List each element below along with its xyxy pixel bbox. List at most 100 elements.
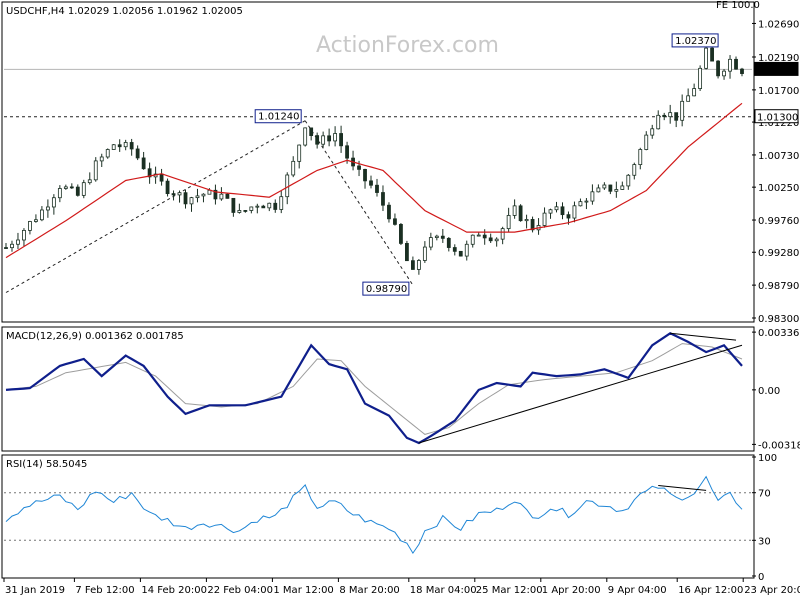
price-candle xyxy=(57,185,62,203)
price-candle xyxy=(405,240,409,262)
price-tick-label: 1.01220 xyxy=(758,118,799,129)
price-annotation-label: 1.02370 xyxy=(675,36,716,47)
price-candle xyxy=(213,184,218,205)
price-candle xyxy=(494,237,499,247)
price-candle xyxy=(393,213,397,226)
price-candle xyxy=(602,182,607,190)
price-candle xyxy=(363,168,367,189)
price-candle xyxy=(470,234,475,248)
price-candle xyxy=(596,184,601,193)
price-tick-label: 1.02690 xyxy=(758,19,799,30)
price-candle xyxy=(524,214,529,229)
price-candle xyxy=(309,127,314,141)
price-candle xyxy=(614,181,619,198)
price-candle xyxy=(375,178,379,197)
macd-trendline xyxy=(418,344,743,444)
price-candle xyxy=(704,43,708,70)
time-tick-label: 23 Apr 20:00 xyxy=(744,585,800,596)
price-candle xyxy=(578,198,583,207)
watermark: ActionForex.com xyxy=(316,33,499,58)
rsi-panel-title: RSI(14) 58.5045 xyxy=(6,459,87,470)
price-candle xyxy=(506,207,511,232)
rsi-tick-label: 30 xyxy=(758,536,771,547)
price-annotation-label: 1.01240 xyxy=(258,112,299,123)
price-candle xyxy=(105,148,110,159)
price-candle xyxy=(572,201,577,223)
macd-tick-label: 0.003368 xyxy=(758,328,800,339)
price-candle xyxy=(728,55,732,79)
time-tick-label: 9 Apr 04:00 xyxy=(608,585,667,596)
macd-panel-frame xyxy=(1,326,755,452)
time-tick-label: 16 Apr 12:00 xyxy=(678,585,743,596)
rsi-trendline xyxy=(658,485,707,491)
price-candle xyxy=(243,210,248,213)
price-candle xyxy=(680,94,685,127)
price-tick-label: 1.02190 xyxy=(758,53,799,64)
price-tick-label: 0.99760 xyxy=(758,216,799,227)
price-candle xyxy=(428,232,433,251)
current-price-label: 1.02005 xyxy=(754,61,799,76)
price-candle xyxy=(141,151,146,170)
price-candle xyxy=(63,184,68,190)
price-candle xyxy=(129,138,134,156)
price-candle xyxy=(87,172,92,185)
price-candle xyxy=(189,196,194,212)
price-candle xyxy=(237,203,242,214)
price-candle xyxy=(201,193,206,203)
price-plot-area: 1.01240 0.98790 1.02370 xyxy=(4,33,752,296)
price-candle xyxy=(440,228,445,243)
price-candle xyxy=(626,173,631,190)
price-candle xyxy=(81,179,86,199)
price-candle xyxy=(333,126,338,147)
price-candle xyxy=(225,192,230,199)
price-candle xyxy=(452,244,457,256)
price-candle xyxy=(674,112,679,128)
current-price-label-text: 1.02005 xyxy=(757,65,798,76)
price-candle xyxy=(4,243,8,249)
price-annotation: 0.98790 xyxy=(362,281,410,296)
price-candle xyxy=(590,184,595,205)
price-candle xyxy=(644,131,649,151)
price-candle xyxy=(399,223,403,246)
price-candle xyxy=(740,67,744,77)
price-candle xyxy=(249,206,254,214)
price-annotation: 1.02370 xyxy=(671,33,719,48)
time-tick-label: 25 Mar 12:00 xyxy=(476,585,543,596)
price-candle xyxy=(117,139,122,152)
time-tick-label: 14 Feb 20:00 xyxy=(141,585,207,596)
price-candle xyxy=(410,256,415,270)
time-axis: 31 Jan 2019 7 Feb 12:00 14 Feb 20:00 22 Feb… xyxy=(3,578,800,596)
price-candle xyxy=(500,226,505,245)
price-candle xyxy=(656,110,661,130)
price-candle xyxy=(315,132,320,149)
price-candle xyxy=(297,144,302,169)
price-candle xyxy=(99,153,104,168)
price-candle xyxy=(135,145,140,161)
macd-axis-ticks: 0.003368 0.00 -0.003181 xyxy=(752,328,800,451)
price-candle xyxy=(387,202,391,223)
macd-trendline xyxy=(670,332,737,341)
price-tick-label: 1.00250 xyxy=(758,183,799,194)
price-candle xyxy=(321,131,326,148)
price-candle xyxy=(165,178,170,197)
price-candle xyxy=(734,56,738,70)
fe-label: FE 100.0 xyxy=(716,0,760,11)
price-candle xyxy=(638,147,643,170)
price-panel-title: USDCHF,H4 1.02029 1.02056 1.01962 1.0200… xyxy=(6,6,243,17)
price-tick-label: 1.00730 xyxy=(758,151,799,162)
price-candle xyxy=(548,208,553,219)
price-candle xyxy=(416,259,421,275)
price-candle xyxy=(51,194,56,215)
price-candle xyxy=(16,232,20,250)
time-tick-label: 8 Mar 20:00 xyxy=(339,585,399,596)
price-candle xyxy=(698,65,703,91)
price-candle xyxy=(434,234,439,241)
price-candle xyxy=(327,128,332,147)
rsi-axis-ticks: 100 70 30 0 xyxy=(752,453,777,583)
price-candle xyxy=(111,144,116,150)
level-price-label-text: 1.01300 xyxy=(757,113,798,124)
price-axis-ticks: 1.02690 1.02190 1.01700 1.01220 1.00730 1.002… xyxy=(752,19,799,325)
price-annotation: 1.01240 xyxy=(254,109,302,124)
price-tick-label: 1.01700 xyxy=(758,86,799,97)
